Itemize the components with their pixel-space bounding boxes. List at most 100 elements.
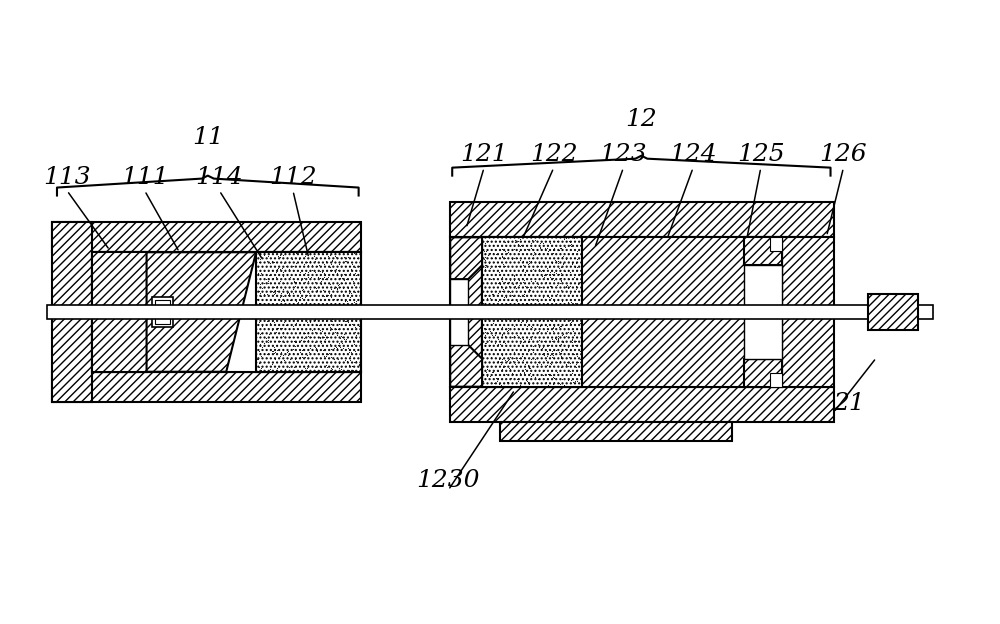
Point <box>572 240 588 250</box>
Point <box>501 277 517 287</box>
Point <box>303 272 319 282</box>
Point <box>342 295 358 305</box>
Point <box>555 337 571 347</box>
Point <box>324 256 340 266</box>
Point <box>552 379 568 389</box>
Point <box>317 334 333 344</box>
Point <box>476 246 492 256</box>
Point <box>292 352 308 362</box>
Point <box>562 358 578 368</box>
Point <box>546 377 562 387</box>
Point <box>340 312 356 322</box>
Point <box>318 316 334 326</box>
Point <box>330 324 346 334</box>
Point <box>487 329 503 339</box>
Point <box>569 332 585 342</box>
Point <box>320 290 336 300</box>
Point <box>322 325 338 335</box>
Point <box>299 303 315 313</box>
Point <box>530 339 546 349</box>
Point <box>324 316 340 326</box>
Point <box>501 286 517 296</box>
Point <box>478 338 494 348</box>
Point <box>533 359 549 369</box>
Point <box>561 313 577 323</box>
Point <box>507 237 523 247</box>
Point <box>560 249 576 259</box>
Point <box>299 317 315 327</box>
Point <box>285 288 301 298</box>
Point <box>485 367 501 377</box>
Point <box>316 332 332 342</box>
Point <box>534 349 550 359</box>
Point <box>563 241 579 251</box>
Point <box>509 296 525 306</box>
Point <box>321 288 337 298</box>
Point <box>532 321 548 331</box>
Point <box>558 311 574 321</box>
Point <box>524 253 540 263</box>
Point <box>494 322 510 332</box>
Point <box>544 336 560 346</box>
Point <box>560 374 576 384</box>
Point <box>478 290 494 300</box>
Point <box>521 285 537 295</box>
Point <box>260 276 276 286</box>
Point <box>523 354 539 364</box>
Point <box>487 338 503 348</box>
Point <box>323 349 339 359</box>
Point <box>567 339 583 349</box>
Point <box>482 293 498 303</box>
Text: 12: 12 <box>625 108 657 131</box>
Point <box>312 273 328 283</box>
Point <box>507 313 523 323</box>
Point <box>299 363 315 373</box>
Point <box>531 342 547 352</box>
Point <box>339 356 355 366</box>
Point <box>554 374 570 384</box>
Point <box>251 317 267 327</box>
Point <box>324 364 340 374</box>
Point <box>557 319 573 329</box>
Bar <box>450 387 834 421</box>
Point <box>543 293 559 303</box>
Point <box>314 266 330 276</box>
Point <box>344 259 360 269</box>
Point <box>558 331 574 341</box>
Point <box>500 355 516 365</box>
Point <box>530 327 546 337</box>
Point <box>523 344 539 354</box>
Bar <box>152 297 173 327</box>
Point <box>290 357 306 367</box>
Point <box>542 350 558 360</box>
Point <box>300 319 316 329</box>
Point <box>536 349 552 359</box>
Point <box>541 291 557 301</box>
Point <box>519 376 535 386</box>
Point <box>495 336 511 346</box>
Point <box>551 340 567 350</box>
Point <box>327 251 343 261</box>
Point <box>511 358 527 368</box>
Point <box>494 252 510 262</box>
Point <box>290 298 306 308</box>
Point <box>341 261 357 271</box>
Point <box>566 300 582 310</box>
Point <box>285 344 301 354</box>
Point <box>337 321 353 331</box>
Point <box>569 254 585 264</box>
Point <box>511 324 527 334</box>
Point <box>562 267 578 277</box>
Point <box>490 261 506 271</box>
Point <box>520 282 536 292</box>
Point <box>320 272 336 282</box>
Point <box>329 268 345 278</box>
Point <box>275 310 291 320</box>
Point <box>267 354 283 364</box>
Point <box>341 300 357 310</box>
Point <box>509 278 525 288</box>
Point <box>312 265 328 275</box>
Point <box>529 281 545 291</box>
Point <box>251 257 267 267</box>
Point <box>343 348 359 358</box>
